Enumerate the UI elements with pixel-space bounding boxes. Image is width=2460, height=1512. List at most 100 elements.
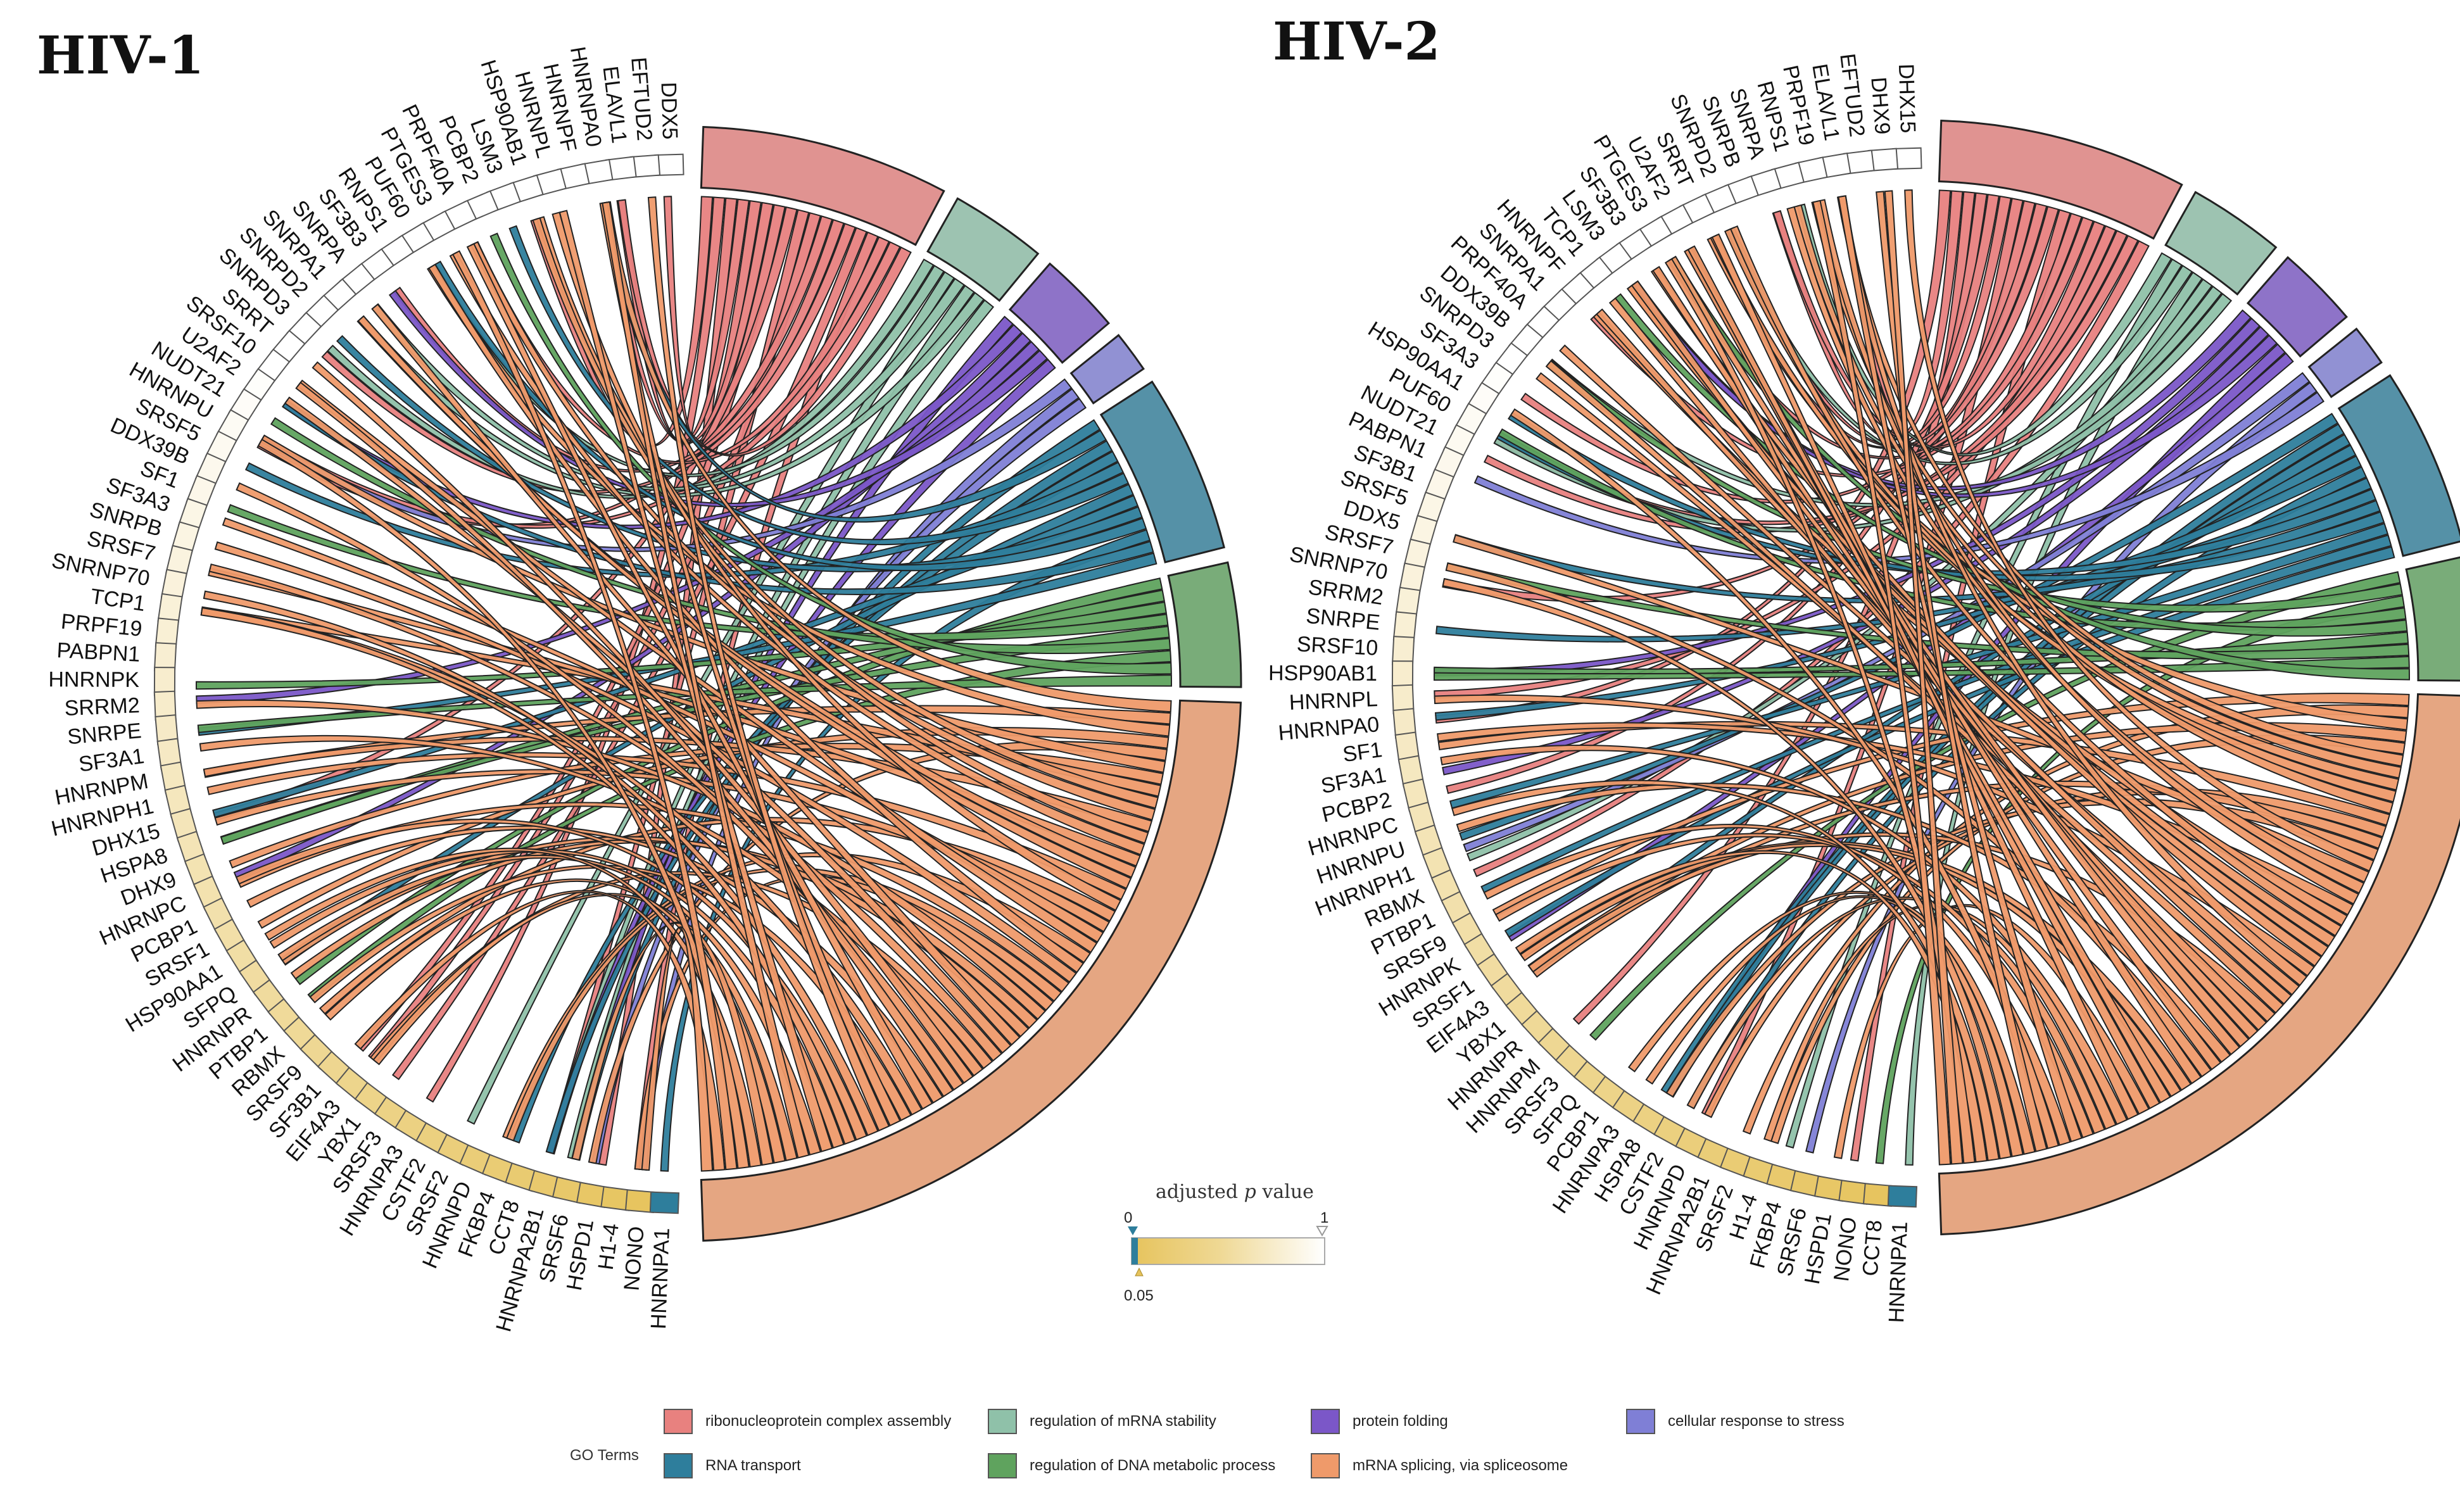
- gene-label: EFTUD2: [626, 56, 657, 142]
- ribbon: [532, 217, 1149, 844]
- ribbon: [256, 215, 833, 528]
- gene-label: SRSF10: [1296, 632, 1378, 660]
- term-arc-regulation-of-dna-metabolic-process: [1167, 561, 1242, 688]
- legend-label: cellular response to stress: [1668, 1413, 1845, 1430]
- ribbon: [427, 264, 1171, 737]
- gene-label: HNRNPA1: [647, 1228, 674, 1330]
- legend-label: ribonucleoprotein complex assembly: [705, 1413, 952, 1430]
- legend-item: regulation of mRNA stability: [988, 1409, 1216, 1434]
- term-arc-ribonucleoprotein-complex-assembly: [1938, 119, 2183, 240]
- legend-label: regulation of mRNA stability: [1030, 1413, 1216, 1430]
- legend-title: GO Terms: [570, 1447, 639, 1464]
- colorbar-title-prefix: adjusted: [1156, 1181, 1244, 1203]
- colorbar-max-label: 1: [1320, 1209, 1329, 1226]
- ribbons: [1434, 189, 2410, 1166]
- legend-item: protein folding: [1311, 1409, 1448, 1434]
- legend-label: protein folding: [1353, 1413, 1448, 1430]
- term-arc-rna-transport: [2337, 374, 2460, 557]
- legend-swatch: [988, 1453, 1017, 1478]
- ribbon: [1665, 798, 2379, 1098]
- ribbon: [558, 210, 833, 1152]
- ribbon: [1496, 431, 2377, 576]
- gene-label: SNRPE: [66, 719, 142, 749]
- ribbon: [1904, 189, 2375, 872]
- ribbon: [552, 211, 1122, 912]
- ribbon: [1473, 391, 2324, 564]
- ribbon: [1483, 824, 2071, 1146]
- gene-label: HNRNPL: [1289, 687, 1378, 715]
- colorbar-threshold-marker: [1135, 1267, 1144, 1276]
- gene-label: DHX15: [1894, 63, 1920, 134]
- ribbon: [257, 438, 750, 1169]
- ribbon: [312, 361, 974, 1084]
- ribbon: [1453, 534, 2370, 883]
- term-arc-regulation-of-mrna-stability: [926, 197, 1040, 302]
- legend-swatch: [1311, 1453, 1340, 1478]
- ribbon: [511, 450, 1119, 1144]
- legend-swatch: [1626, 1409, 1655, 1434]
- legend-label: regulation of DNA metabolic process: [1030, 1457, 1276, 1474]
- legend-label: RNA transport: [705, 1457, 801, 1474]
- legend-label: mRNA splicing, via spliceosome: [1353, 1457, 1568, 1474]
- term-arc-mrna-splicing-via-spliceosome: [1938, 693, 2460, 1236]
- legend-swatch: [664, 1453, 693, 1478]
- gene-label: PABPN1: [56, 638, 141, 667]
- pvalue-colorbar: adjusted p value 0 1 0.05: [1124, 1175, 1352, 1326]
- ribbon: [1811, 200, 2402, 779]
- ribbon: [1596, 308, 2292, 1005]
- gene-label: HSP90AB1: [1268, 661, 1377, 686]
- legend-swatch: [1311, 1409, 1340, 1434]
- ribbon: [602, 201, 810, 1159]
- ribbon: [449, 251, 1145, 856]
- term-arc-mrna-splicing-via-spliceosome: [700, 699, 1242, 1242]
- ribbon: [324, 878, 786, 1164]
- gene-label: HNRNPA1: [1884, 1221, 1912, 1323]
- ribbon: [1729, 225, 2342, 937]
- legend-item: regulation of DNA metabolic process: [988, 1453, 1275, 1478]
- ribbon: [647, 196, 890, 1131]
- term-arc-protein-folding: [2246, 256, 2348, 358]
- term-arc-regulation-of-mrna-stability: [2164, 191, 2278, 296]
- legend-swatch: [988, 1409, 1017, 1434]
- ribbon: [257, 727, 1170, 929]
- ribbon: [1434, 655, 2410, 681]
- ribbon: [641, 926, 714, 1172]
- ribbon: [1884, 190, 1964, 1165]
- ribbon: [1812, 199, 1952, 1166]
- gene-label: HNRNPK: [48, 667, 139, 692]
- ribbon: [1838, 195, 2083, 1143]
- chord-diagram-hiv1: DDX5EFTUD2ELAVL1HNRNPA0HNRNPFHNRNPLHSP90…: [48, 45, 1242, 1335]
- ribbon: [1876, 191, 2048, 1152]
- colorbar-title: adjusted p value: [1156, 1181, 1314, 1203]
- ribbon: [428, 263, 1085, 974]
- gene-box: [1887, 1185, 1918, 1208]
- gene-label: SNRPE: [1305, 604, 1381, 635]
- ribbon: [616, 198, 750, 443]
- ribbon: [206, 752, 1127, 900]
- gene-label: SF1: [1341, 738, 1384, 767]
- term-arcs: [700, 125, 1242, 1242]
- ribbon: [1508, 412, 2385, 581]
- term-arc-rna-transport: [1099, 380, 1226, 564]
- colorbar-low-segment: [1132, 1238, 1138, 1264]
- gene-label: NONO: [619, 1225, 648, 1292]
- colorbar-max-marker: [1316, 1226, 1328, 1237]
- term-arc-cellular-response-to-stress: [1069, 334, 1145, 405]
- ribbon: [1833, 904, 2150, 1159]
- colorbar-gradient: [1131, 1237, 1325, 1265]
- gene-label: DHX9: [1866, 76, 1895, 135]
- gene-label: H1-4: [594, 1222, 624, 1271]
- legend-item: mRNA splicing, via spliceosome: [1311, 1453, 1568, 1478]
- legend-swatch: [664, 1409, 693, 1434]
- legend-item: cellular response to stress: [1626, 1409, 1845, 1434]
- term-arc-protein-folding: [1008, 262, 1110, 364]
- ribbon: [451, 250, 738, 1171]
- term-arcs: [1938, 119, 2460, 1236]
- panel-title-hiv2: HIV-2: [1273, 11, 1441, 72]
- term-arc-ribonucleoprotein-complex-assembly: [700, 125, 945, 246]
- term-arc-regulation-of-dna-metabolic-process: [2405, 556, 2460, 682]
- gene-label: CCT8: [1858, 1219, 1887, 1277]
- ribbon: [280, 836, 1030, 1038]
- ribbon: [426, 196, 726, 1103]
